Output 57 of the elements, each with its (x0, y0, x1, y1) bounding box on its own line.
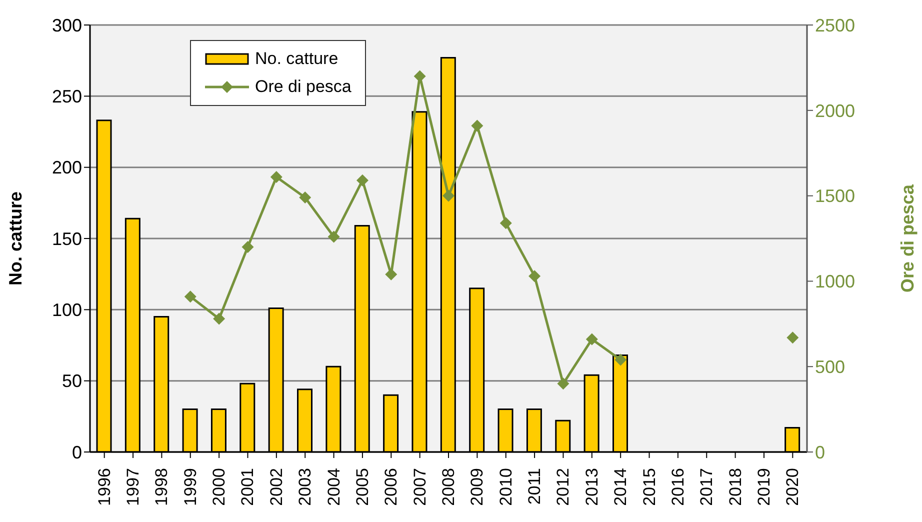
y2-tick-label: 2500 (815, 15, 856, 36)
x-tick-label: 2016 (668, 468, 688, 506)
x-tick-label: 1998 (152, 468, 172, 506)
point (270, 171, 282, 184)
point (356, 174, 368, 186)
x-tick-label: 2005 (352, 468, 372, 506)
x-tick-label: 2019 (754, 468, 774, 506)
point (242, 241, 254, 254)
point (471, 120, 484, 132)
x-tick-label: 2007 (410, 468, 430, 506)
point (586, 333, 598, 346)
point (442, 190, 454, 202)
x-tick-label: 2009 (468, 468, 487, 506)
point (213, 312, 226, 325)
y-tick-label: 100 (52, 300, 82, 320)
x-tick-label: 2013 (582, 468, 602, 506)
point (786, 332, 799, 344)
point (500, 217, 512, 230)
y2-tick-label: 1500 (815, 186, 856, 206)
x-tick-label: 2020 (783, 468, 802, 506)
y-tick-label: 250 (52, 86, 82, 107)
point (299, 192, 312, 204)
x-tick-label: 2000 (210, 468, 229, 506)
y-tick-label: 200 (52, 158, 82, 178)
y2-tick-label: 2000 (815, 100, 856, 121)
point (184, 290, 196, 303)
x-tick-label: 2017 (697, 468, 716, 506)
y-tick-label: 300 (52, 15, 82, 36)
x-tick-label: 2001 (238, 468, 258, 506)
point (328, 230, 340, 243)
point (614, 354, 627, 366)
x-tick-label: 2004 (324, 468, 344, 506)
x-tick-label: 2015 (640, 468, 659, 506)
y-tick-label: 0 (72, 442, 82, 462)
x-tick-label: 2006 (382, 468, 401, 506)
legend-label: No. catture (255, 48, 338, 70)
point (528, 270, 541, 282)
y-tick-label: 50 (62, 371, 82, 392)
x-tick-label: 2008 (439, 468, 458, 506)
y2-tick-label: 1000 (815, 272, 856, 292)
y-axis-title: No. catture (5, 191, 26, 286)
x-tick-label: 2010 (496, 468, 516, 506)
x-tick-label: 2002 (266, 468, 286, 506)
legend-label: Ore di pesca (255, 76, 352, 98)
y2-axis-title: Ore di pesca (897, 183, 918, 293)
y2-tick-label: 0 (815, 442, 826, 462)
y2-tick-label: 500 (815, 356, 846, 377)
x-tick-label: 1996 (94, 468, 114, 506)
x-tick-label: 1999 (180, 468, 200, 506)
x-tick-label: 1997 (124, 468, 143, 506)
x-tick-label: 2011 (525, 468, 544, 505)
point (557, 378, 570, 390)
x-tick-label: 2014 (611, 468, 630, 506)
x-tick-label: 2018 (726, 468, 745, 506)
y-tick-label: 150 (52, 228, 82, 249)
x-tick-label: 2003 (296, 468, 315, 506)
x-tick-label: 2012 (554, 468, 573, 506)
